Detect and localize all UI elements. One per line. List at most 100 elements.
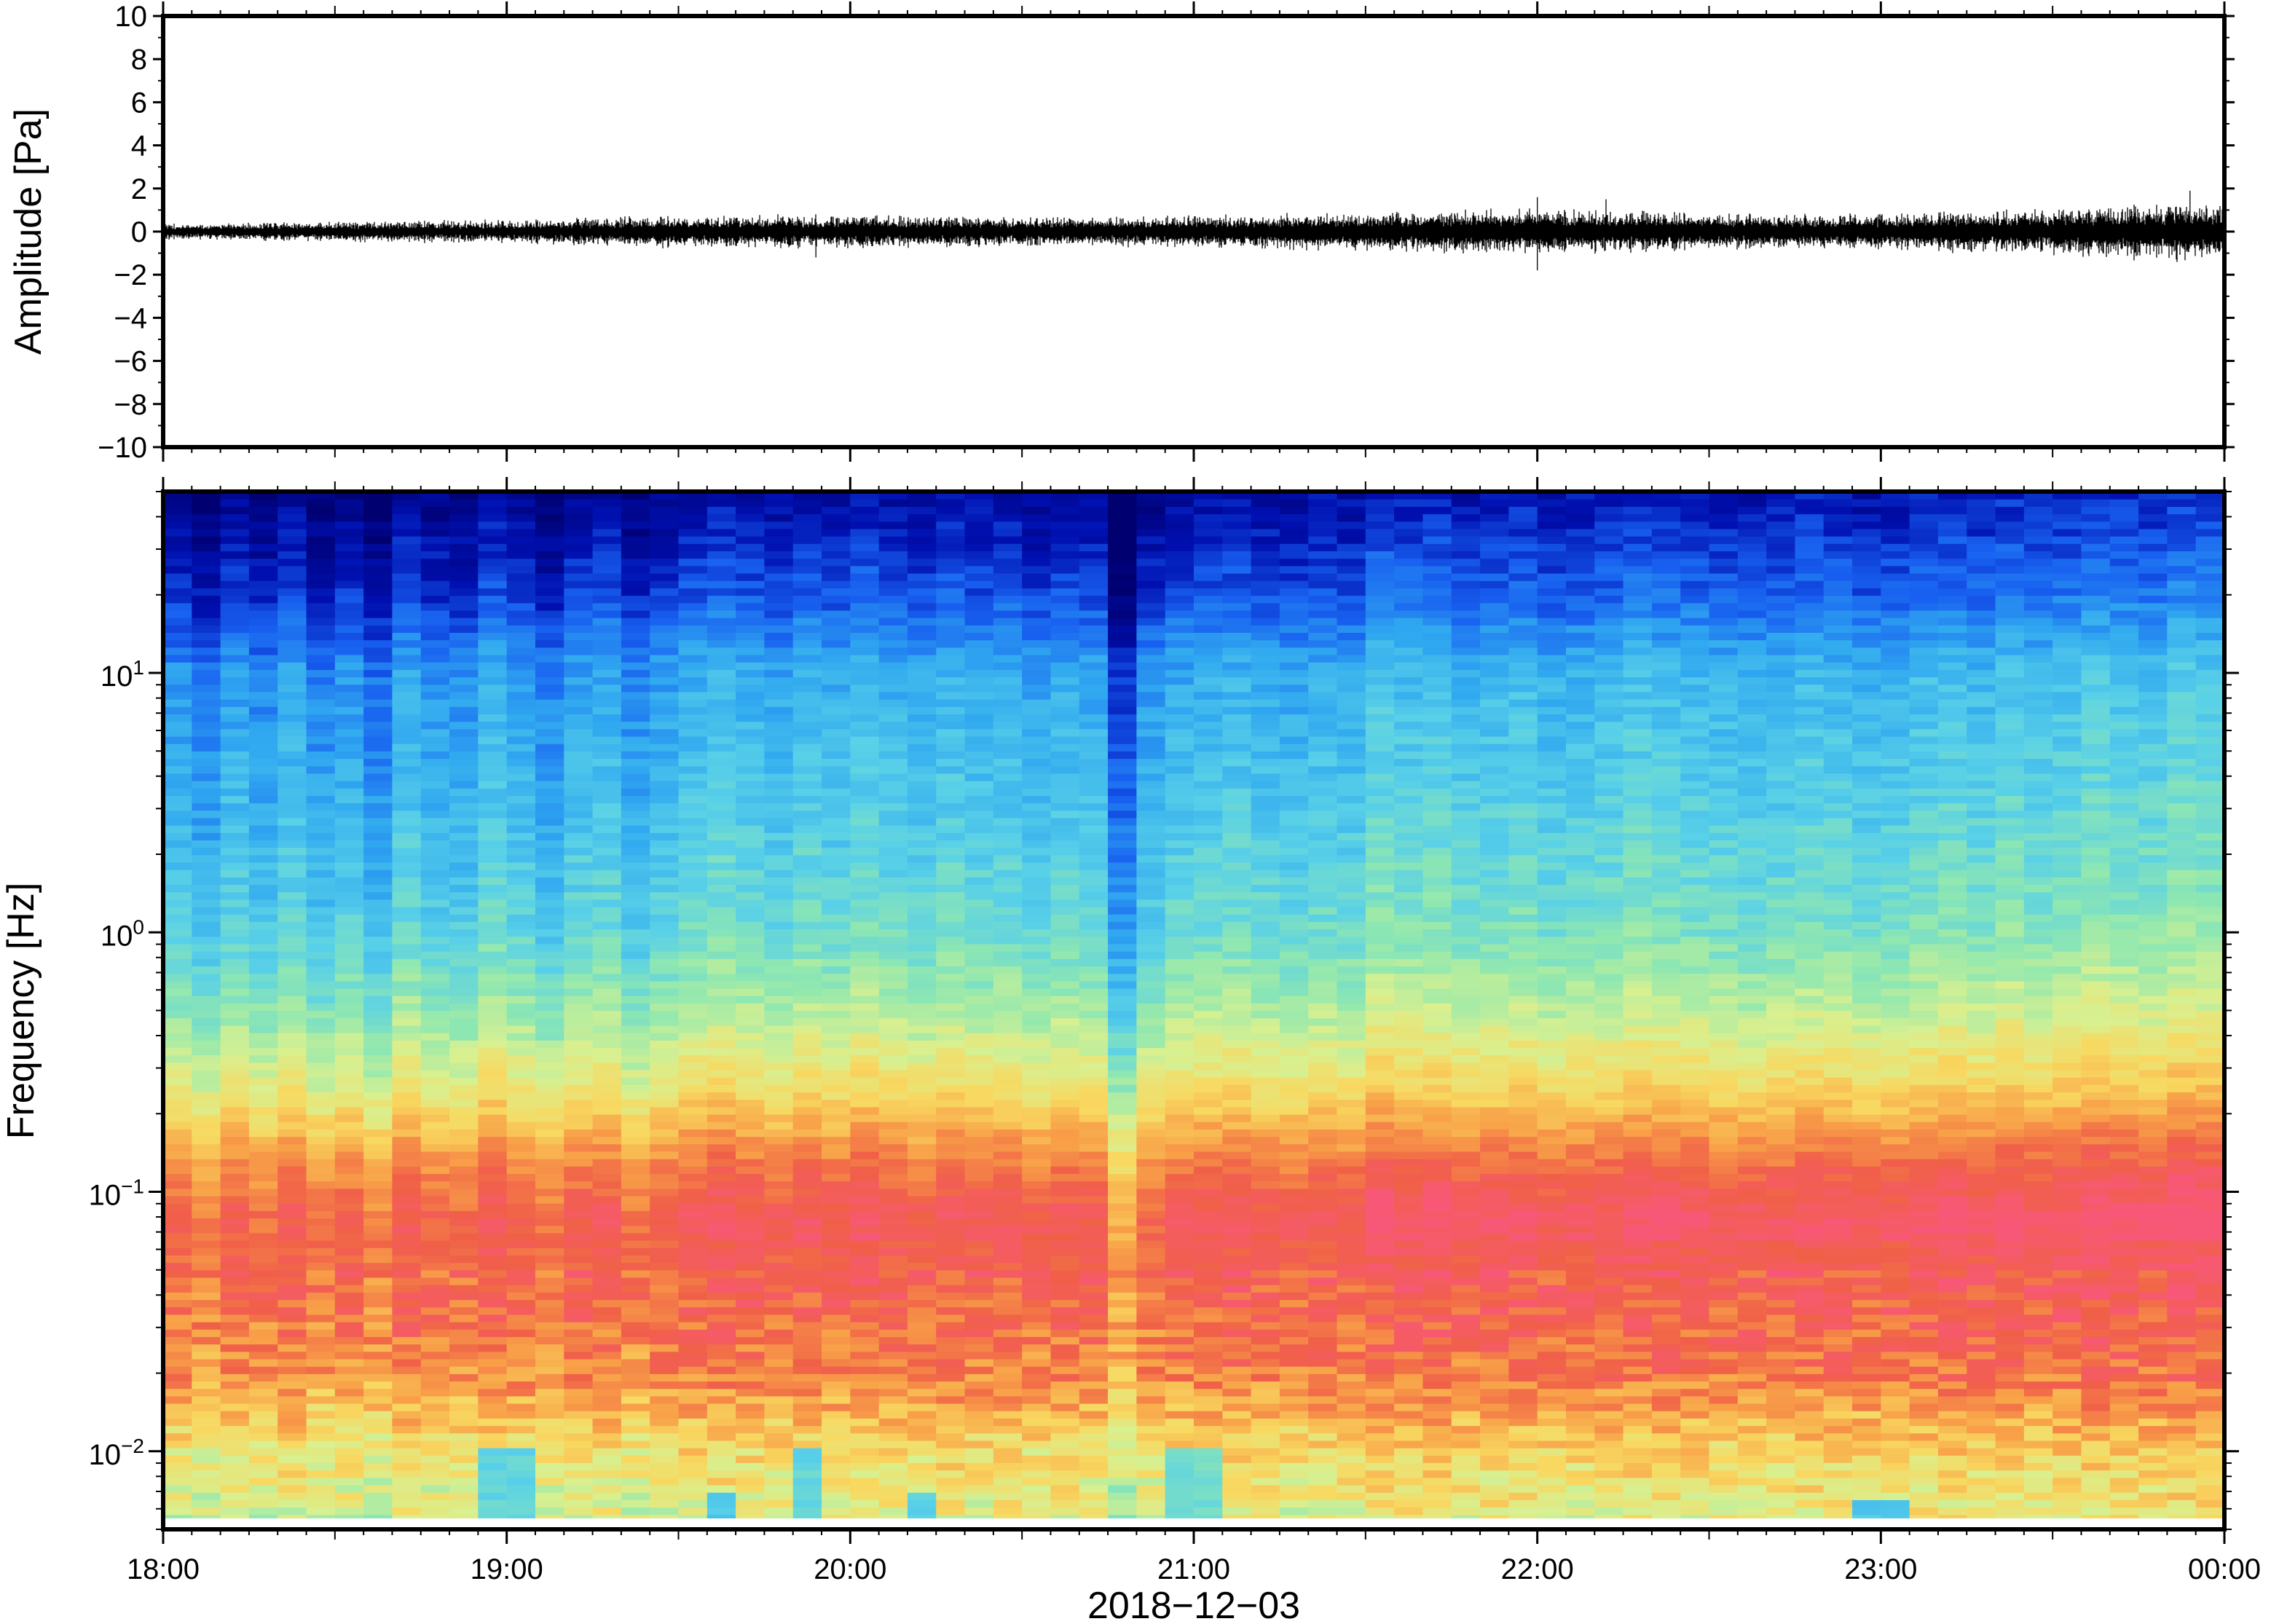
spectrogram-cell [248, 1411, 278, 1419]
spectrogram-cell [248, 1195, 278, 1204]
spectrogram-cell [678, 1062, 708, 1071]
spectrogram-cell [936, 980, 966, 989]
spectrogram-cell [1165, 1151, 1194, 1159]
spectrogram-cell [248, 1514, 278, 1518]
spectrogram-cell [1165, 1159, 1194, 1167]
spectrogram-cell [163, 817, 192, 826]
spectrogram-cell [535, 1010, 564, 1019]
spectrogram-cell [192, 1418, 221, 1427]
spectrogram-cell [850, 1432, 880, 1441]
spectrogram-cell [736, 832, 765, 840]
spectrogram-cell [850, 1017, 880, 1026]
spectrogram-cell [392, 907, 422, 915]
spectrogram-cell [736, 943, 765, 952]
spectrogram-cell [363, 595, 393, 604]
spectrogram-cell [792, 847, 822, 856]
spectrogram-cell [306, 1210, 336, 1219]
spectrogram-cell [306, 1448, 336, 1456]
spectrogram-cell [1165, 1269, 1194, 1278]
spectrogram-cell [449, 891, 479, 900]
spectrogram-cell [1050, 758, 1080, 767]
spectrogram-cell [478, 1381, 508, 1390]
spectrogram-cell [1136, 521, 1166, 529]
spectrogram-cell [449, 854, 479, 863]
spectrogram-cell [850, 951, 880, 959]
spectrogram-cell [936, 996, 966, 1004]
spectrogram-cell [248, 1159, 278, 1167]
spectrogram-cell [621, 588, 650, 596]
spectrogram-cell [306, 1136, 336, 1145]
spectrogram-cell [248, 1069, 278, 1078]
spectrogram-cell [792, 988, 822, 996]
spectrogram-cell [248, 758, 278, 767]
spectrogram-cell [764, 1188, 794, 1197]
spectrogram-cell [736, 1432, 765, 1441]
spectrogram-cell [278, 492, 307, 500]
spectrogram-cell [907, 1003, 937, 1012]
spectrogram-cell [363, 721, 393, 730]
spectrogram-cell [478, 832, 508, 840]
spectrogram-cell [363, 602, 393, 611]
spectrogram-cell [592, 1232, 622, 1241]
spectrogram-cell [449, 1470, 479, 1478]
spectrogram-cell [248, 572, 278, 581]
spectrogram-cell [535, 973, 564, 982]
spectrogram-cell [1136, 1499, 1166, 1508]
spectrogram-cell [822, 506, 851, 515]
spectrogram-cell [564, 565, 594, 574]
spectrogram-cell [993, 558, 1023, 567]
spectrogram-cell [822, 870, 851, 878]
spectrogram-cell [1050, 1129, 1080, 1138]
spectrogram-cell [1079, 1403, 1109, 1411]
spectrogram-cell [907, 1136, 937, 1145]
spectrogram-cell [792, 870, 822, 878]
spectrogram-cell [993, 907, 1023, 915]
spectrogram-cell [306, 907, 336, 915]
spectrogram-cell [564, 1047, 594, 1056]
spectrogram-cell [678, 610, 708, 618]
spectrogram-cell [792, 1240, 822, 1248]
spectrogram-cell [850, 728, 880, 737]
spectrogram-cell [278, 1329, 307, 1337]
spectrogram-cell [850, 1292, 880, 1301]
spectrogram-cell [1136, 1269, 1166, 1278]
spectrogram-cell [907, 884, 937, 893]
spectrogram-cell [822, 1484, 851, 1493]
spectrogram-cell [1165, 1047, 1194, 1056]
spectrogram-cell [1108, 1114, 1137, 1122]
spectrogram-cell [1050, 1232, 1080, 1241]
spectrogram-cell [392, 1159, 422, 1167]
spectrogram-cell [878, 988, 908, 996]
spectrogram-cell [278, 795, 307, 804]
spectrogram-cell [478, 1448, 508, 1456]
spectrogram-cell [764, 1432, 794, 1441]
spectrogram-cell [1108, 751, 1137, 760]
spectrogram-cell [764, 1010, 794, 1019]
spectrogram-cell [478, 936, 508, 945]
spectrogram-cell [764, 870, 794, 878]
spectrogram-cell [278, 684, 307, 693]
spectrogram-cell [1108, 1077, 1137, 1085]
spectrogram-cell [764, 951, 794, 959]
spectrogram-cell [621, 551, 650, 559]
spectrogram-cell [907, 1055, 937, 1063]
spectrogram-cell [964, 1269, 994, 1278]
spectrogram-cell [306, 618, 336, 626]
spectrogram-cell [736, 1440, 765, 1448]
spectrogram-cell [1165, 1122, 1194, 1130]
spectrogram-cell [707, 773, 736, 781]
spectrogram-cell [678, 1418, 708, 1427]
spectrogram-cell [248, 618, 278, 626]
spectrogram-cell [535, 1240, 564, 1248]
spectrogram-cell [363, 632, 393, 641]
spectrogram-cell [420, 1366, 450, 1374]
spectrogram-cell [248, 1166, 278, 1175]
spectrogram-cell [1022, 706, 1052, 714]
spectrogram-cell [878, 1084, 908, 1093]
spectrogram-cell [678, 618, 708, 626]
spectrogram-cell [506, 1151, 536, 1159]
spectrogram-cell [248, 847, 278, 856]
spectrogram-cell [1022, 1055, 1052, 1063]
spectrogram-cell [220, 1329, 250, 1337]
spectrogram-cell [736, 1470, 765, 1478]
